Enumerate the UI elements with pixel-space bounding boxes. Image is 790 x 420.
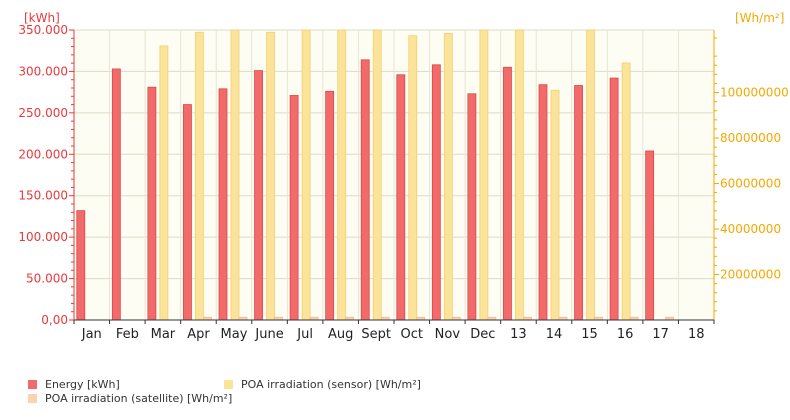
legend: Energy [kWh] POA irradiation (sensor) [W… bbox=[0, 372, 790, 412]
legend-label-energy: Energy [kWh] bbox=[45, 378, 120, 391]
left-tick-label: 150.000 bbox=[18, 189, 68, 203]
x-tick-label-Nov: Nov bbox=[435, 327, 461, 342]
bar-energy-Jul bbox=[289, 95, 299, 321]
bar-poa-sensor-14 bbox=[550, 89, 560, 321]
x-tick-label-16: 16 bbox=[617, 327, 634, 342]
left-axis-label: [kWh] bbox=[24, 11, 60, 25]
bar-energy-13 bbox=[503, 66, 512, 321]
legend-swatch-poa-satellite bbox=[28, 394, 37, 403]
x-tick-label-13: 13 bbox=[510, 327, 527, 342]
x-tick-label-Oct: Oct bbox=[401, 327, 423, 342]
legend-label-poa-sensor: POA irradiation (sensor) [Wh/m²] bbox=[241, 378, 421, 391]
legend-label-poa-satellite: POA irradiation (satellite) [Wh/m²] bbox=[45, 392, 233, 405]
x-tick-label-18: 18 bbox=[688, 327, 705, 342]
bar-poa-sensor-13 bbox=[515, 29, 524, 321]
right-tick-label: 60000000 bbox=[720, 177, 781, 191]
bar-energy-June bbox=[254, 70, 263, 321]
bar-energy-14 bbox=[538, 84, 548, 321]
legend-swatch-energy bbox=[28, 380, 37, 389]
x-tick-label-May: May bbox=[221, 327, 248, 342]
bar-energy-Feb bbox=[111, 68, 121, 321]
right-tick-label: 100000000 bbox=[720, 86, 789, 100]
bar-energy-Jan bbox=[76, 210, 86, 321]
bar-energy-Mar bbox=[147, 86, 157, 321]
x-tick-label-17: 17 bbox=[652, 327, 669, 342]
bar-energy-15 bbox=[574, 85, 583, 321]
bar-poa-sensor-16 bbox=[621, 62, 631, 321]
x-tick-label-15: 15 bbox=[581, 327, 598, 342]
right-axis-label: [Wh/m²] bbox=[735, 11, 784, 25]
right-tick-label: 80000000 bbox=[720, 131, 781, 145]
bar-energy-Dec bbox=[467, 93, 477, 321]
left-tick-label: 200.000 bbox=[18, 147, 68, 161]
left-tick-label: 250.000 bbox=[18, 106, 68, 120]
legend-item-poa-sensor: POA irradiation (sensor) [Wh/m²] bbox=[224, 378, 421, 391]
legend-swatch-poa-sensor bbox=[224, 380, 233, 389]
bar-poa-sensor-Mar bbox=[159, 45, 169, 321]
bar-poa-sensor-15 bbox=[586, 29, 595, 321]
bar-energy-Nov bbox=[431, 64, 441, 321]
bar-poa-sensor-June bbox=[266, 31, 275, 321]
left-tick-label: 300.000 bbox=[18, 64, 68, 78]
legend-item-energy: Energy [kWh] bbox=[28, 378, 120, 391]
x-tick-label-Jan: Jan bbox=[81, 327, 102, 342]
plot-area: 0,00 50.000 100.000 150.000 200.000 250.000 30… bbox=[18, 23, 788, 342]
bar-energy-Sept bbox=[360, 59, 370, 321]
bar-poa-sensor-Aug bbox=[337, 29, 347, 321]
bar-energy-17 bbox=[645, 150, 655, 321]
right-tick-label: 20000000 bbox=[720, 268, 781, 282]
bar-energy-Apr bbox=[183, 104, 192, 321]
x-tick-label-Dec: Dec bbox=[470, 327, 495, 342]
right-tick-label: 40000000 bbox=[720, 222, 781, 236]
bar-poa-sensor-Oct bbox=[408, 35, 418, 321]
bar-energy-Oct bbox=[396, 74, 406, 321]
bar-energy-May bbox=[218, 88, 228, 321]
x-tick-label-Jul: Jul bbox=[296, 327, 313, 342]
x-tick-label-Feb: Feb bbox=[116, 327, 139, 342]
bar-poa-sensor-Apr bbox=[195, 31, 204, 321]
bar-poa-sensor-Nov bbox=[443, 33, 453, 321]
left-tick-label: 0,00 bbox=[41, 313, 68, 327]
x-tick-label-June: June bbox=[254, 327, 283, 342]
left-tick-label: 350.000 bbox=[18, 23, 68, 37]
bar-energy-16 bbox=[609, 77, 619, 321]
bar-energy-Aug bbox=[325, 90, 335, 321]
bar-poa-sensor-Sept bbox=[372, 29, 382, 321]
bar-poa-sensor-Dec bbox=[479, 29, 489, 321]
x-tick-label-14: 14 bbox=[546, 327, 563, 342]
left-tick-label: 100.000 bbox=[18, 230, 68, 244]
x-tick-label-Aug: Aug bbox=[328, 327, 353, 342]
x-tick-label-Sept: Sept bbox=[361, 327, 391, 342]
x-tick-label-Mar: Mar bbox=[151, 327, 176, 342]
bar-poa-sensor-Jul bbox=[301, 29, 311, 321]
bar-poa-sensor-May bbox=[230, 29, 240, 321]
legend-item-poa-satellite: POA irradiation (satellite) [Wh/m²] bbox=[28, 392, 232, 405]
energy-irradiation-chart: [kWh] [Wh/m²] 0,00 50.000 100.000 150.000 20… bbox=[18, 11, 788, 342]
left-tick-label: 50.000 bbox=[26, 272, 68, 286]
x-tick-label-Apr: Apr bbox=[187, 327, 210, 342]
